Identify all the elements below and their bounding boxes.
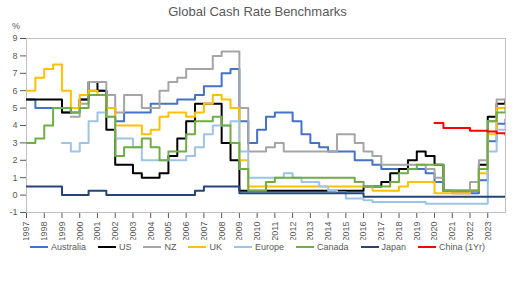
html-text:NZ: NZ (164, 242, 177, 252)
svg-text:4: 4 (12, 120, 17, 130)
html-text:UK: UK (209, 242, 222, 252)
svg-text:5: 5 (12, 103, 17, 113)
svg-text:2009: 2009 (234, 222, 244, 241)
html-text:China (1Yr): China (1Yr) (439, 242, 486, 252)
svg-text:2016: 2016 (358, 222, 368, 241)
svg-text:8: 8 (12, 51, 17, 61)
html-text:Global Cash Rate Benchmarks: Global Cash Rate Benchmarks (168, 4, 347, 19)
svg-text:1998: 1998 (39, 222, 49, 241)
svg-text:2020: 2020 (429, 222, 439, 241)
svg-text:2017: 2017 (376, 222, 386, 241)
html-text:Australia: Australia (50, 242, 86, 252)
svg-text:2001: 2001 (92, 222, 102, 241)
svg-text:2011: 2011 (270, 222, 280, 241)
svg-text:2013: 2013 (305, 222, 315, 241)
html-text:Canada: Canada (317, 242, 349, 252)
svg-text:2023: 2023 (483, 222, 493, 241)
html-text:US: US (118, 242, 132, 252)
svg-text:2010: 2010 (252, 222, 262, 241)
svg-text:2015: 2015 (341, 222, 351, 241)
html-text:Europe: Europe (255, 242, 284, 252)
svg-text:1997: 1997 (21, 222, 31, 241)
svg-text:2012: 2012 (287, 222, 297, 241)
svg-text:2007: 2007 (199, 222, 209, 241)
svg-text:2022: 2022 (465, 222, 475, 241)
svg-text:1: 1 (12, 173, 17, 183)
svg-text:2005: 2005 (163, 222, 173, 241)
svg-text:7: 7 (12, 68, 17, 78)
svg-text:0: 0 (12, 190, 17, 200)
svg-text:6: 6 (12, 86, 17, 96)
svg-text:2014: 2014 (323, 222, 333, 241)
svg-text:2006: 2006 (181, 222, 191, 241)
svg-text:2: 2 (12, 155, 17, 165)
svg-text:2021: 2021 (447, 222, 457, 241)
svg-text:2008: 2008 (217, 222, 227, 241)
svg-text:3: 3 (12, 138, 17, 148)
svg-text:2018: 2018 (394, 222, 404, 241)
svg-text:2003: 2003 (128, 222, 138, 241)
svg-text:2002: 2002 (110, 222, 120, 241)
svg-text:2019: 2019 (412, 222, 422, 241)
svg-text:2000: 2000 (75, 222, 85, 241)
svg-text:-1: -1 (9, 207, 17, 217)
svg-text:9: 9 (12, 33, 17, 43)
html-text:Japan: Japan (381, 242, 407, 252)
svg-text:2004: 2004 (146, 222, 156, 241)
svg-text:1999: 1999 (57, 222, 67, 241)
